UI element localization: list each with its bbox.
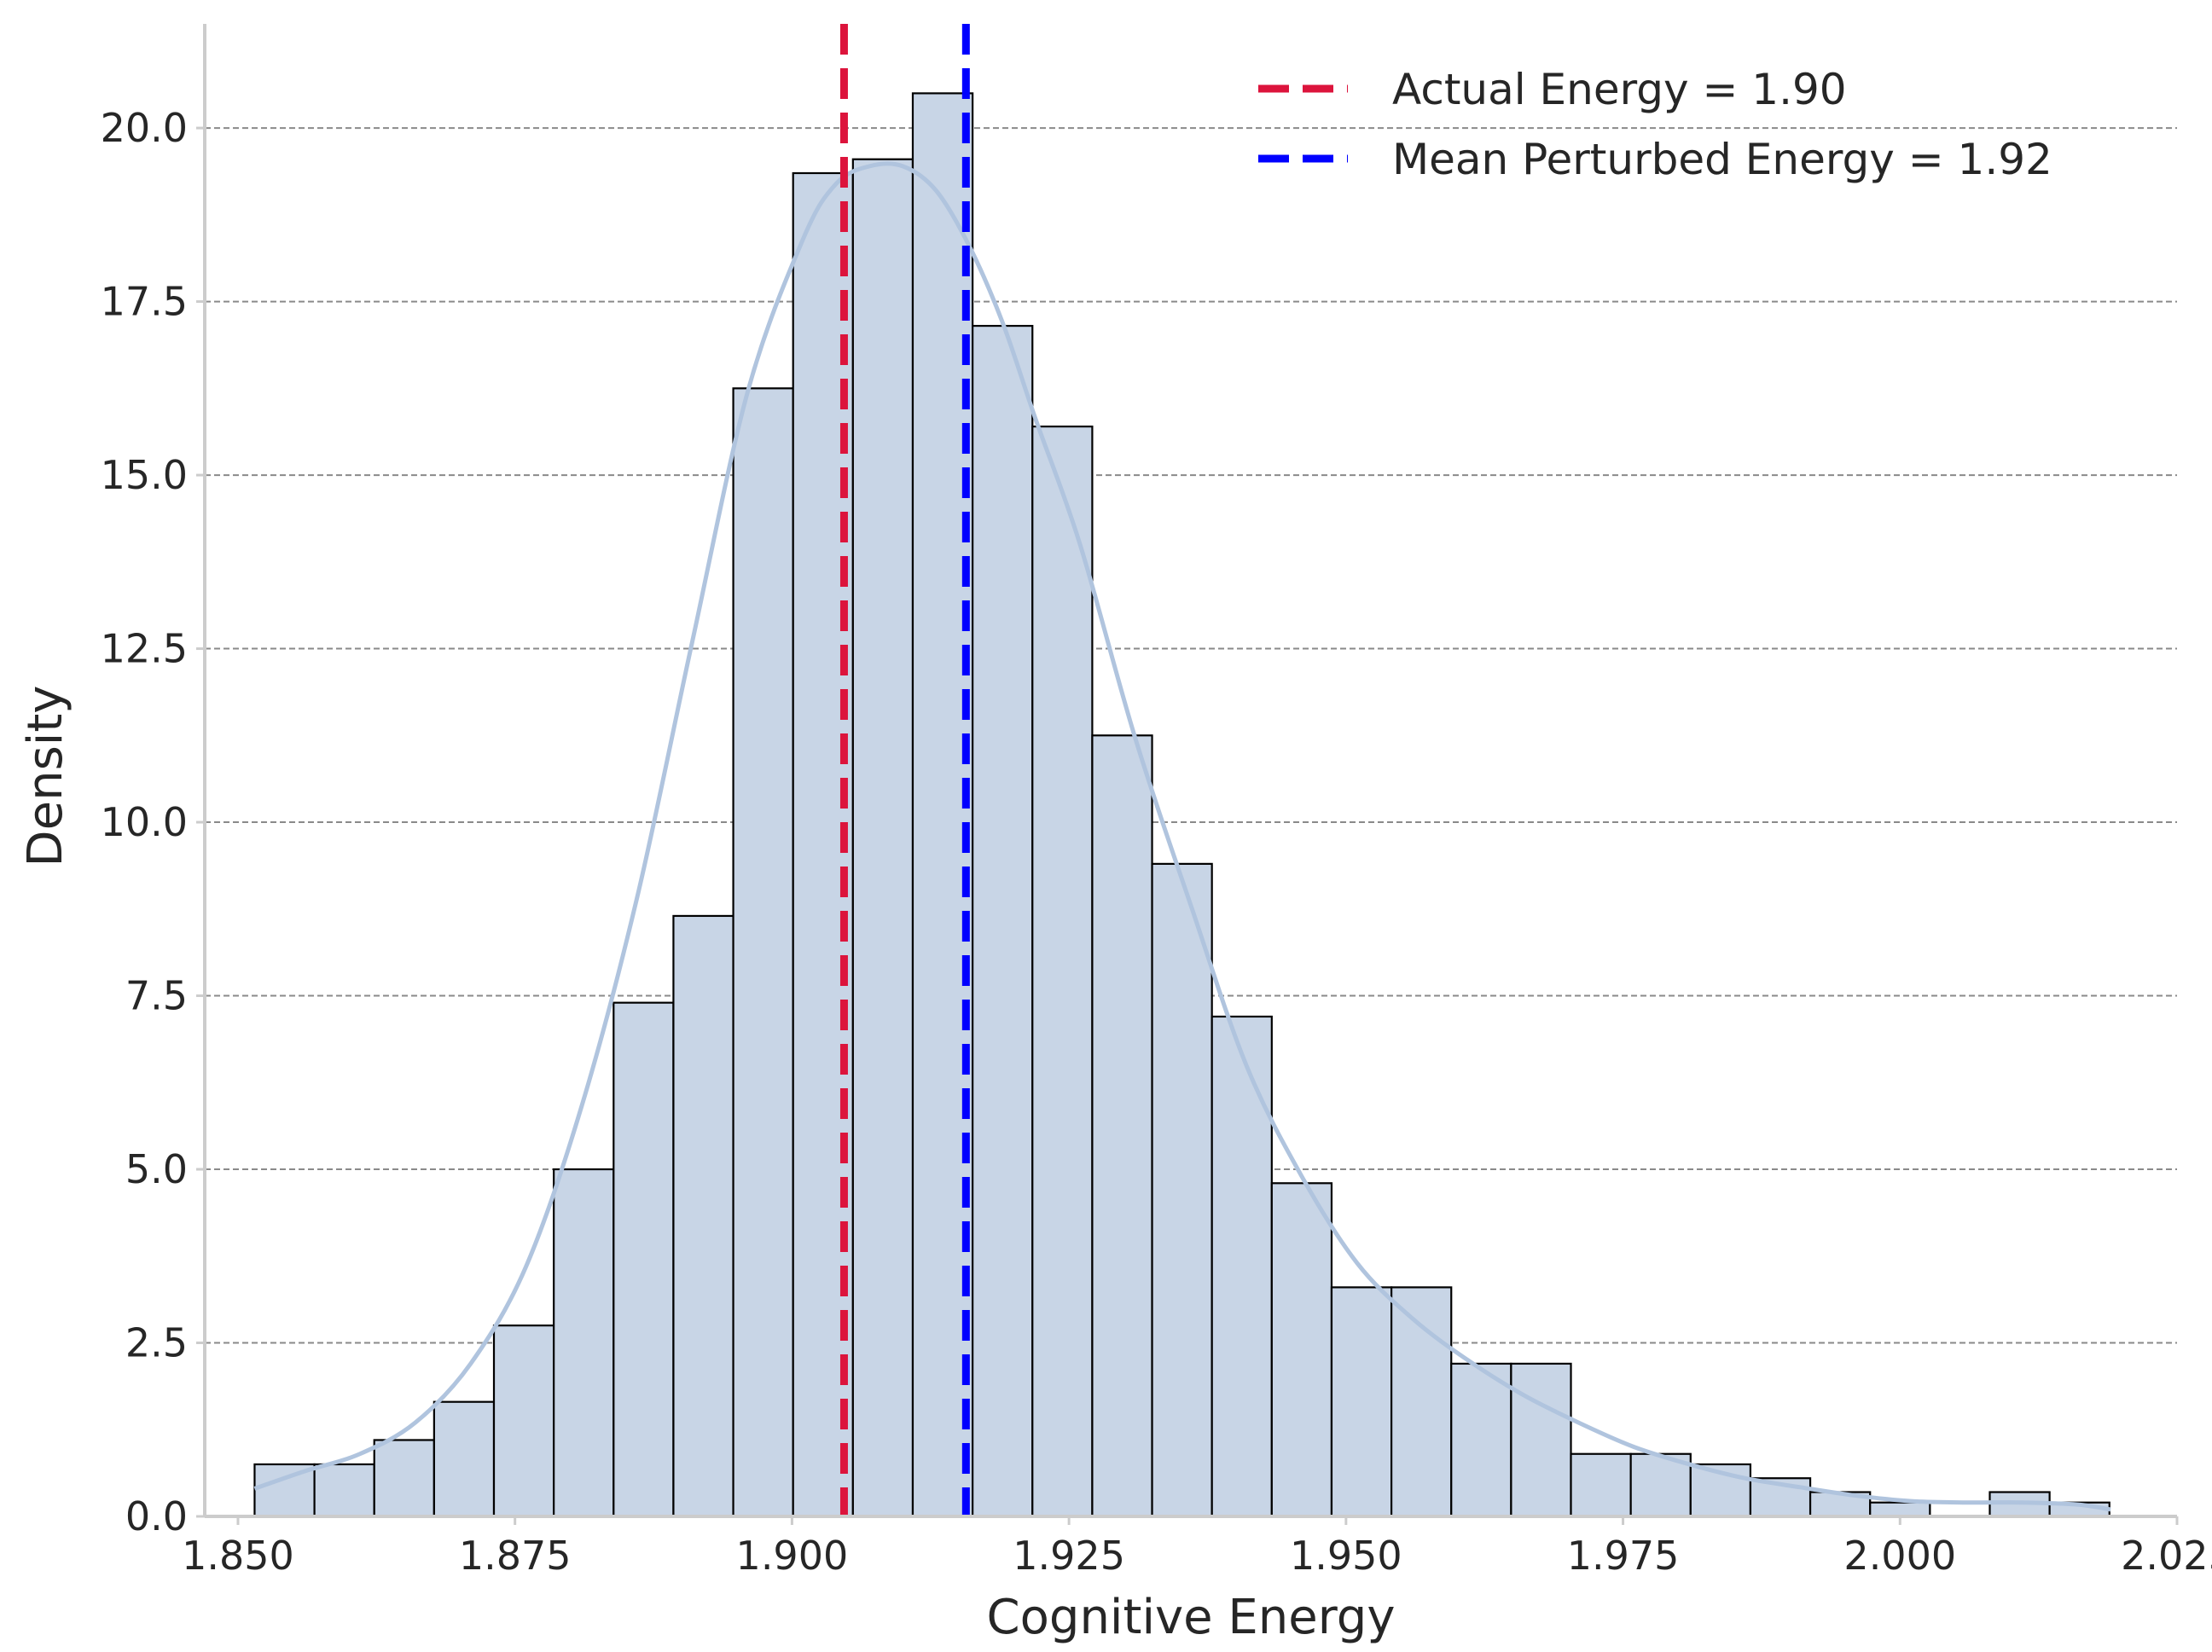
histogram-bar-7 xyxy=(672,914,734,1518)
y-tick-label-3: 7.5 xyxy=(125,973,188,1019)
histogram-bars xyxy=(253,92,2110,1518)
histogram-bar-15 xyxy=(1151,862,1213,1518)
y-tick-label-8: 20.0 xyxy=(101,105,188,151)
x-tick-label-4: 1.950 xyxy=(1290,1533,1402,1579)
histogram-bar-21 xyxy=(1510,1362,1572,1518)
kde-curve xyxy=(253,161,2111,1512)
histogram-bar-17 xyxy=(1270,1182,1333,1518)
histogram-bar-19 xyxy=(1390,1286,1453,1518)
legend-label-mean-perturbed: Mean Perturbed Energy = 1.92 xyxy=(1392,135,2052,184)
y-tick-label-5: 12.5 xyxy=(101,626,188,672)
y-tick-label-6: 15.0 xyxy=(101,452,188,498)
y-tick-label-2: 5.0 xyxy=(125,1146,188,1192)
histogram-bar-20 xyxy=(1450,1362,1512,1518)
y-tick-label-4: 10.0 xyxy=(101,799,188,845)
legend-label-actual: Actual Energy = 1.90 xyxy=(1392,65,1847,114)
x-tick-label-3: 1.925 xyxy=(1013,1533,1125,1579)
x-tick-label-6: 2.000 xyxy=(1843,1533,1956,1579)
histogram-bar-2 xyxy=(373,1439,435,1518)
x-tick-label-1: 1.875 xyxy=(459,1533,572,1579)
y-tick-label-1: 2.5 xyxy=(125,1320,188,1366)
histogram-bar-16 xyxy=(1211,1015,1273,1518)
histogram-bar-27 xyxy=(1869,1501,1931,1518)
histogram-bar-10 xyxy=(851,158,914,1518)
histogram-bar-3 xyxy=(433,1400,496,1518)
histogram-bar-22 xyxy=(1570,1452,1632,1518)
x-tick-labels: 1.850 1.875 1.900 1.925 1.950 1.975 2.000 2.025 xyxy=(182,1516,2212,1579)
x-axis-title: Cognitive Energy xyxy=(987,1590,1396,1645)
y-tick-label-7: 17.5 xyxy=(101,279,188,325)
histogram-bar-4 xyxy=(492,1324,555,1518)
x-tick-label-5: 1.975 xyxy=(1567,1533,1680,1579)
y-axis-title: Density xyxy=(18,686,73,867)
histogram-bar-14 xyxy=(1091,734,1153,1518)
histogram-bar-1 xyxy=(313,1463,375,1518)
legend: Actual Energy = 1.90 Mean Perturbed Ener… xyxy=(1258,65,2052,184)
histogram-bar-5 xyxy=(553,1168,615,1518)
axes-spines xyxy=(203,24,2177,1518)
x-tick-label-2: 1.900 xyxy=(736,1533,849,1579)
histogram-bar-18 xyxy=(1330,1286,1393,1518)
x-tick-label-7: 2.025 xyxy=(2121,1533,2212,1579)
histogram-bar-12 xyxy=(972,324,1034,1518)
y-tick-label-0: 0.0 xyxy=(125,1493,188,1539)
histogram-bar-13 xyxy=(1031,425,1094,1518)
histogram-bar-6 xyxy=(613,1001,675,1518)
reference-lines xyxy=(839,24,970,1516)
y-tick-labels: 0.0 2.5 5.0 7.5 10.0 12.5 15.0 17.5 20.0 xyxy=(101,105,205,1539)
histogram-bar-8 xyxy=(732,387,794,1518)
x-tick-label-0: 1.850 xyxy=(182,1533,294,1579)
